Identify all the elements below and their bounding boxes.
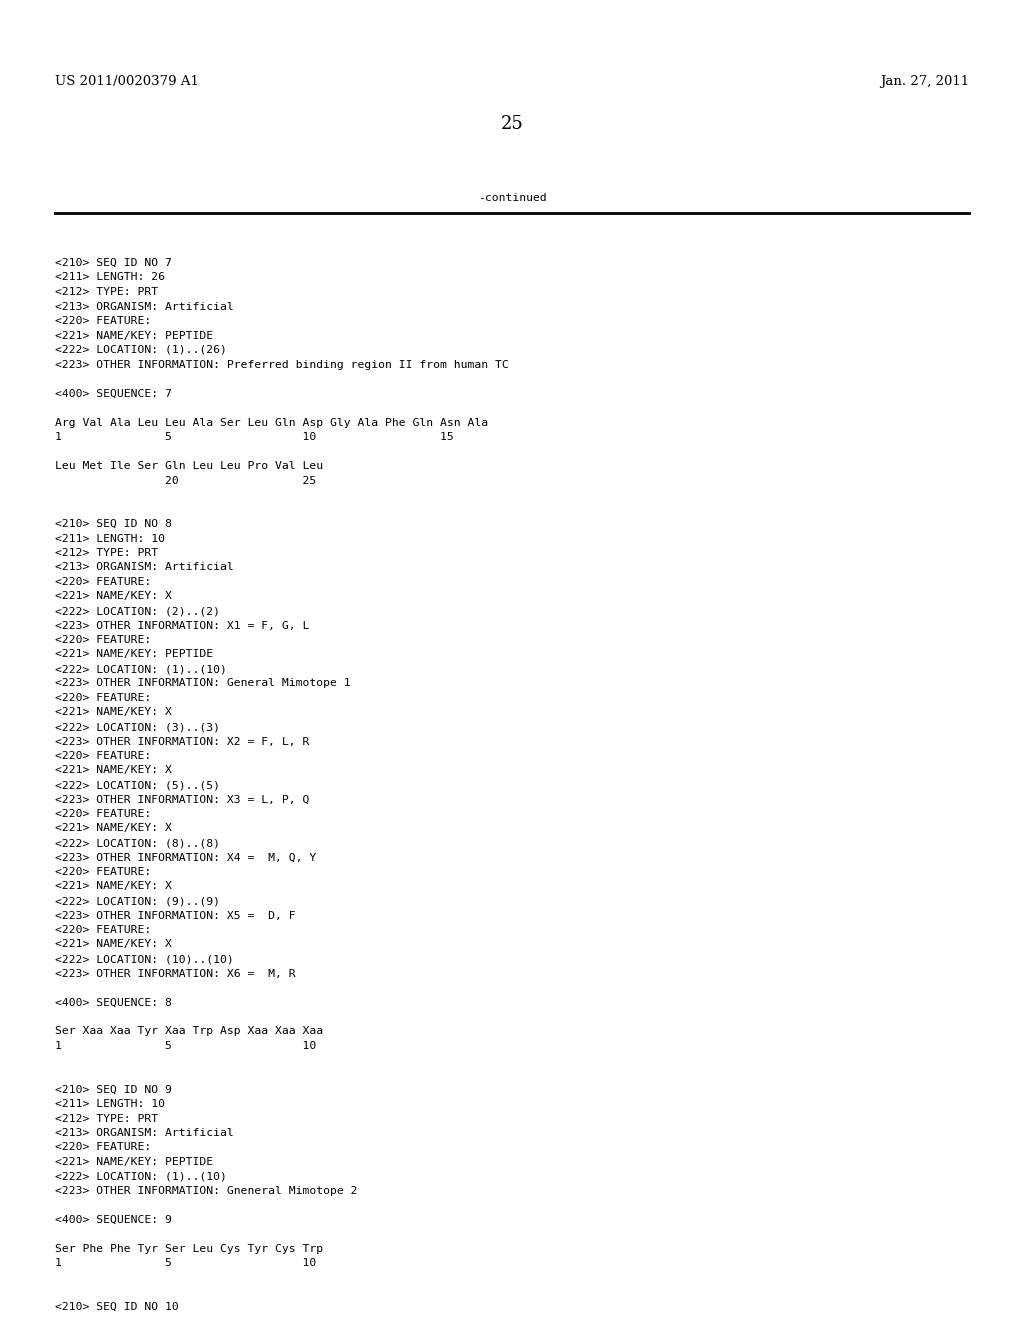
Text: <220> FEATURE:: <220> FEATURE: (55, 693, 152, 704)
Text: US 2011/0020379 A1: US 2011/0020379 A1 (55, 75, 199, 88)
Text: <223> OTHER INFORMATION: X4 =  M, Q, Y: <223> OTHER INFORMATION: X4 = M, Q, Y (55, 853, 316, 862)
Text: <223> OTHER INFORMATION: Gneneral Mimotope 2: <223> OTHER INFORMATION: Gneneral Mimoto… (55, 1185, 357, 1196)
Text: <220> FEATURE:: <220> FEATURE: (55, 751, 152, 762)
Text: <223> OTHER INFORMATION: X3 = L, P, Q: <223> OTHER INFORMATION: X3 = L, P, Q (55, 795, 309, 804)
Text: 20                  25: 20 25 (55, 475, 316, 486)
Text: <221> NAME/KEY: X: <221> NAME/KEY: X (55, 940, 172, 949)
Text: <221> NAME/KEY: PEPTIDE: <221> NAME/KEY: PEPTIDE (55, 330, 213, 341)
Text: <211> LENGTH: 10: <211> LENGTH: 10 (55, 533, 165, 544)
Text: <223> OTHER INFORMATION: X6 =  M, R: <223> OTHER INFORMATION: X6 = M, R (55, 969, 296, 978)
Text: <222> LOCATION: (1)..(10): <222> LOCATION: (1)..(10) (55, 664, 227, 675)
Text: <220> FEATURE:: <220> FEATURE: (55, 809, 152, 818)
Text: <212> TYPE: PRT: <212> TYPE: PRT (55, 1114, 158, 1123)
Text: <221> NAME/KEY: X: <221> NAME/KEY: X (55, 882, 172, 891)
Text: <220> FEATURE:: <220> FEATURE: (55, 1143, 152, 1152)
Text: <221> NAME/KEY: X: <221> NAME/KEY: X (55, 708, 172, 718)
Text: <213> ORGANISM: Artificial: <213> ORGANISM: Artificial (55, 1129, 233, 1138)
Text: <223> OTHER INFORMATION: X5 =  D, F: <223> OTHER INFORMATION: X5 = D, F (55, 911, 296, 920)
Text: <221> NAME/KEY: X: <221> NAME/KEY: X (55, 591, 172, 602)
Text: <220> FEATURE:: <220> FEATURE: (55, 635, 152, 645)
Text: <400> SEQUENCE: 7: <400> SEQUENCE: 7 (55, 388, 172, 399)
Text: <222> LOCATION: (2)..(2): <222> LOCATION: (2)..(2) (55, 606, 220, 616)
Text: <400> SEQUENCE: 8: <400> SEQUENCE: 8 (55, 998, 172, 1007)
Text: Ser Phe Phe Tyr Ser Leu Cys Tyr Cys Trp: Ser Phe Phe Tyr Ser Leu Cys Tyr Cys Trp (55, 1243, 324, 1254)
Text: <222> LOCATION: (3)..(3): <222> LOCATION: (3)..(3) (55, 722, 220, 733)
Text: <223> OTHER INFORMATION: X1 = F, G, L: <223> OTHER INFORMATION: X1 = F, G, L (55, 620, 309, 631)
Text: <221> NAME/KEY: PEPTIDE: <221> NAME/KEY: PEPTIDE (55, 1158, 213, 1167)
Text: <211> LENGTH: 10: <211> LENGTH: 10 (55, 1100, 165, 1109)
Text: 1               5                   10                  15: 1 5 10 15 (55, 432, 454, 442)
Text: <222> LOCATION: (5)..(5): <222> LOCATION: (5)..(5) (55, 780, 220, 789)
Text: 1               5                   10: 1 5 10 (55, 1258, 316, 1269)
Text: <210> SEQ ID NO 10: <210> SEQ ID NO 10 (55, 1302, 179, 1312)
Text: <221> NAME/KEY: X: <221> NAME/KEY: X (55, 824, 172, 833)
Text: <222> LOCATION: (1)..(10): <222> LOCATION: (1)..(10) (55, 1172, 227, 1181)
Text: <221> NAME/KEY: X: <221> NAME/KEY: X (55, 766, 172, 776)
Text: 25: 25 (501, 115, 523, 133)
Text: <212> TYPE: PRT: <212> TYPE: PRT (55, 286, 158, 297)
Text: <220> FEATURE:: <220> FEATURE: (55, 867, 152, 876)
Text: Ser Xaa Xaa Tyr Xaa Trp Asp Xaa Xaa Xaa: Ser Xaa Xaa Tyr Xaa Trp Asp Xaa Xaa Xaa (55, 1027, 324, 1036)
Text: Leu Met Ile Ser Gln Leu Leu Pro Val Leu: Leu Met Ile Ser Gln Leu Leu Pro Val Leu (55, 461, 324, 471)
Text: <223> OTHER INFORMATION: General Mimotope 1: <223> OTHER INFORMATION: General Mimotop… (55, 678, 350, 689)
Text: -continued: -continued (477, 193, 547, 203)
Text: <222> LOCATION: (1)..(26): <222> LOCATION: (1)..(26) (55, 345, 227, 355)
Text: <220> FEATURE:: <220> FEATURE: (55, 925, 152, 935)
Text: <221> NAME/KEY: PEPTIDE: <221> NAME/KEY: PEPTIDE (55, 649, 213, 660)
Text: 1               5                   10: 1 5 10 (55, 1041, 316, 1051)
Text: <210> SEQ ID NO 9: <210> SEQ ID NO 9 (55, 1085, 172, 1094)
Text: <220> FEATURE:: <220> FEATURE: (55, 577, 152, 587)
Text: <213> ORGANISM: Artificial: <213> ORGANISM: Artificial (55, 562, 233, 573)
Text: <223> OTHER INFORMATION: X2 = F, L, R: <223> OTHER INFORMATION: X2 = F, L, R (55, 737, 309, 747)
Text: <211> LENGTH: 26: <211> LENGTH: 26 (55, 272, 165, 282)
Text: <210> SEQ ID NO 7: <210> SEQ ID NO 7 (55, 257, 172, 268)
Text: Arg Val Ala Leu Leu Ala Ser Leu Gln Asp Gly Ala Phe Gln Asn Ala: Arg Val Ala Leu Leu Ala Ser Leu Gln Asp … (55, 417, 488, 428)
Text: <222> LOCATION: (8)..(8): <222> LOCATION: (8)..(8) (55, 838, 220, 847)
Text: <222> LOCATION: (9)..(9): <222> LOCATION: (9)..(9) (55, 896, 220, 906)
Text: <212> TYPE: PRT: <212> TYPE: PRT (55, 548, 158, 558)
Text: <222> LOCATION: (10)..(10): <222> LOCATION: (10)..(10) (55, 954, 233, 964)
Text: <223> OTHER INFORMATION: Preferred binding region II from human TC: <223> OTHER INFORMATION: Preferred bindi… (55, 359, 509, 370)
Text: <210> SEQ ID NO 8: <210> SEQ ID NO 8 (55, 519, 172, 529)
Text: Jan. 27, 2011: Jan. 27, 2011 (880, 75, 969, 88)
Text: <400> SEQUENCE: 9: <400> SEQUENCE: 9 (55, 1214, 172, 1225)
Text: <220> FEATURE:: <220> FEATURE: (55, 315, 152, 326)
Text: <213> ORGANISM: Artificial: <213> ORGANISM: Artificial (55, 301, 233, 312)
